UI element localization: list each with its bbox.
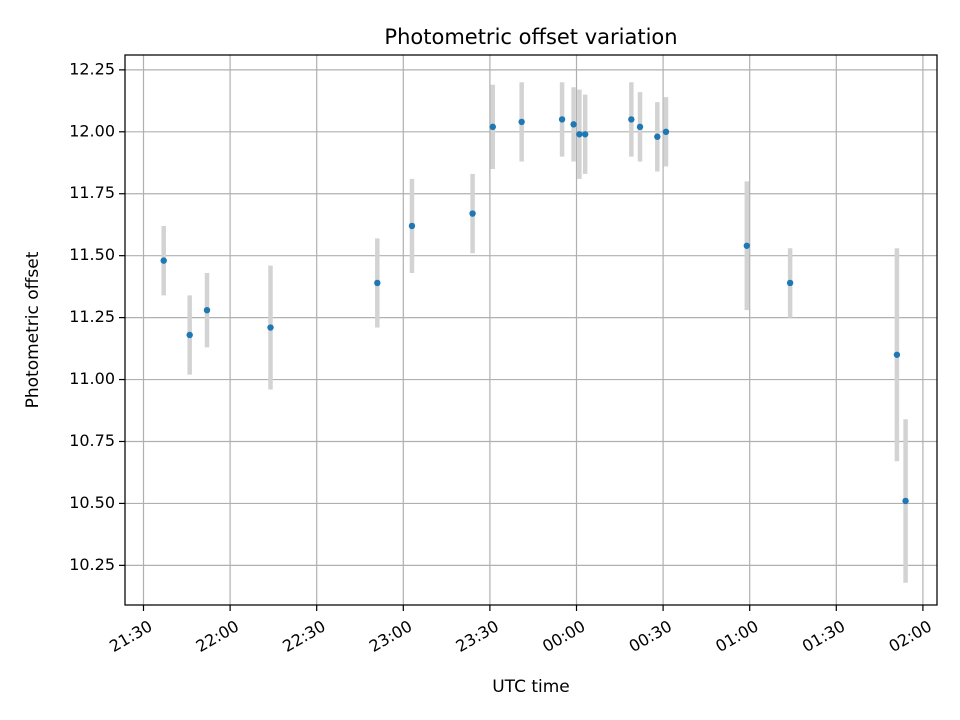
data-point — [160, 257, 167, 264]
data-point — [489, 123, 496, 131]
data-point — [628, 116, 635, 123]
x-tick-label: 22:30 — [279, 616, 328, 656]
x-tick-label: 23:00 — [366, 616, 415, 656]
data-point — [408, 222, 416, 230]
y-tick-label: 10.25 — [69, 555, 115, 574]
y-tick-label: 10.50 — [69, 493, 115, 512]
plot-frame — [124, 54, 938, 606]
data-point — [902, 497, 909, 505]
x-tick-label: 01:00 — [712, 616, 761, 656]
y-axis-title: Photometric offset — [23, 251, 43, 408]
y-tick-label: 12.00 — [69, 121, 115, 140]
chart-title: Photometric offset variation — [384, 25, 677, 49]
x-tick-label: 00:00 — [539, 616, 588, 656]
y-tick-label: 11.25 — [69, 307, 115, 326]
data-points — [160, 116, 909, 505]
x-axis: 21:30 22:00 22:30 23:00 23:30 00:00 00:30 01:00… — [106, 605, 935, 656]
x-tick-label: 22:00 — [193, 616, 242, 656]
data-point — [558, 116, 566, 123]
data-point — [576, 131, 583, 138]
x-tick-label: 21:30 — [106, 616, 155, 656]
x-tick-label: 23:30 — [452, 616, 501, 656]
y-tick-label: 11.00 — [69, 369, 115, 388]
grid — [125, 55, 937, 605]
data-point — [374, 279, 381, 287]
data-point — [786, 279, 794, 287]
x-tick-label: 02:00 — [885, 616, 934, 656]
y-tick-label: 11.50 — [69, 245, 115, 264]
data-point — [743, 242, 751, 249]
x-axis-title: UTC time — [492, 677, 570, 697]
data-point — [570, 121, 577, 128]
y-tick-label: 12.25 — [69, 59, 115, 78]
y-axis: 10.25 10.50 10.75 11.00 11.25 11.50 11.75 12.00… — [69, 59, 125, 574]
data-point — [581, 131, 589, 138]
y-tick-label: 11.75 — [69, 183, 115, 202]
data-point — [893, 351, 901, 358]
x-tick-label: 01:30 — [799, 616, 848, 656]
data-point — [267, 324, 274, 331]
data-point — [469, 210, 476, 217]
data-point — [636, 123, 644, 131]
data-point — [203, 306, 211, 314]
data-point — [654, 133, 661, 140]
x-tick-label: 00:30 — [626, 616, 675, 656]
y-tick-label: 10.75 — [69, 431, 115, 450]
data-point — [518, 118, 525, 126]
error-bars — [161, 82, 908, 583]
data-point — [662, 128, 670, 136]
data-point — [186, 331, 193, 339]
